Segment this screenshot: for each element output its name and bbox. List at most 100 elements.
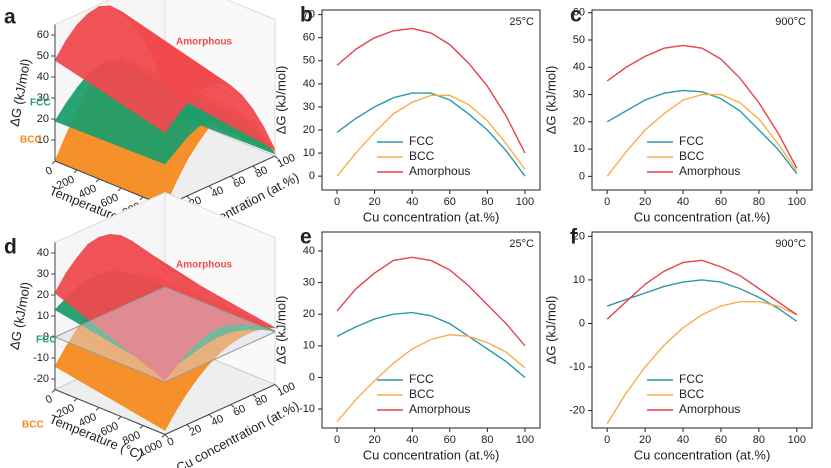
- y-tick-label: 10: [573, 143, 585, 155]
- x-tick-label: 20: [368, 434, 380, 446]
- y-tick-label: -20: [569, 404, 585, 416]
- y-tick-label: 50: [303, 55, 315, 67]
- series-line: [336, 334, 526, 423]
- surface-patch: [54, 40, 177, 133]
- y-tick-label: 30: [303, 101, 315, 113]
- series-line: [336, 311, 526, 378]
- y-tick: [274, 155, 279, 160]
- y-tick-label: 40: [209, 184, 225, 200]
- x-tick-label: 0: [334, 434, 340, 446]
- panel-label: d: [4, 236, 17, 259]
- legend-label: BCC: [409, 387, 435, 401]
- x-tick-label: 0: [44, 393, 55, 406]
- y-axis: [164, 155, 276, 207]
- y-tick-label: 10: [573, 274, 585, 286]
- y-tick: [186, 424, 191, 428]
- x-tick-label: 60: [444, 196, 456, 208]
- legend-label: FCC: [679, 134, 704, 148]
- x-tick-label: 0: [334, 196, 340, 208]
- x-tick-label: 20: [639, 434, 651, 446]
- x-tick: [161, 434, 166, 438]
- x-tick: [95, 407, 100, 411]
- y-tick-label: 60: [231, 403, 247, 419]
- y-tick-label: 0: [309, 170, 315, 182]
- y-tick-label: 30: [303, 276, 315, 288]
- series-line: [606, 89, 798, 175]
- surface-label: Amorphous: [176, 260, 233, 271]
- panel-label: b: [300, 4, 313, 27]
- z-tick-label: -10: [33, 352, 49, 364]
- y-axis-label: ΔG (kJ/mol): [543, 296, 558, 365]
- surface-patch: [54, 272, 177, 381]
- annotation: 900°C: [775, 16, 806, 28]
- x-tick: [51, 160, 56, 165]
- x-tick: [117, 416, 122, 420]
- z-tick-label: 20: [37, 289, 49, 301]
- legend-label: Amorphous: [679, 402, 740, 416]
- x-tick: [73, 398, 78, 402]
- y-tick-label: 60: [573, 7, 585, 19]
- y-tick-label: 100: [275, 380, 297, 399]
- y-tick-label: 40: [303, 78, 315, 90]
- y-tick-label: 40: [209, 413, 225, 429]
- plot-frame: [591, 9, 813, 191]
- x-tick: [73, 169, 78, 174]
- y-axis-label: ΔG (kJ/mol): [273, 66, 288, 135]
- series-line: [606, 93, 798, 177]
- series-line: [336, 27, 526, 154]
- y-axis: [164, 384, 276, 435]
- z-axis-label: ΔG (kJ/mol): [7, 57, 34, 127]
- x-tick-label: 40: [677, 434, 689, 446]
- legend-label: FCC: [679, 372, 704, 386]
- y-tick-label: 10: [303, 147, 315, 159]
- panel-label: e: [300, 226, 312, 249]
- x-tick-label: 20: [368, 196, 380, 208]
- x-axis: [54, 160, 166, 207]
- y-tick: [252, 394, 257, 398]
- surface-patch: [54, 346, 177, 431]
- y-axis-label: ΔG (kJ/mol): [273, 296, 288, 365]
- z-tick-label: 10: [37, 134, 49, 146]
- y-tick-label: -10: [569, 361, 585, 373]
- x-axis-label: Cu concentration (at.%): [634, 447, 771, 462]
- x-tick-label: 0: [44, 164, 55, 177]
- z-axis-label: ΔG (kJ/mol): [7, 281, 34, 351]
- x-tick-label: 20: [639, 196, 651, 208]
- series-line: [336, 92, 526, 177]
- legend-label: BCC: [409, 149, 435, 163]
- series-line: [336, 94, 526, 177]
- x-tick-label: 40: [406, 434, 418, 446]
- legend-label: FCC: [409, 134, 434, 148]
- series-line: [336, 256, 526, 347]
- panel-label: f: [570, 226, 578, 249]
- y-tick-label: 30: [573, 88, 585, 100]
- x-tick: [139, 196, 144, 201]
- x-tick-label: 60: [715, 434, 727, 446]
- y-tick-label: 60: [303, 32, 315, 44]
- x-tick-label: 40: [677, 196, 689, 208]
- surface-patch: [54, 103, 177, 165]
- x-tick: [139, 425, 144, 429]
- y-axis-label: ΔG (kJ/mol): [543, 66, 558, 135]
- surface-label: FCC: [36, 335, 57, 346]
- y-tick-label: 70: [303, 9, 315, 21]
- x-tick-label: 100: [788, 196, 806, 208]
- y-tick: [186, 195, 191, 200]
- y-tick: [274, 384, 279, 388]
- y-tick-label: 50: [573, 34, 585, 46]
- y-tick-label: 10: [303, 340, 315, 352]
- surface-label: FCC: [30, 98, 51, 109]
- annotation: 25°C: [509, 16, 534, 28]
- x-tick-label: 0: [604, 196, 610, 208]
- surface-label: BCC: [20, 135, 42, 146]
- y-tick-label: 100: [275, 152, 297, 171]
- plot-frame: [321, 9, 541, 191]
- x-tick-label: 0: [604, 434, 610, 446]
- z-tick-label: 10: [37, 310, 49, 322]
- z-tick-label: 60: [37, 29, 49, 41]
- y-tick-label: 20: [187, 423, 203, 439]
- x-tick: [117, 187, 122, 192]
- y-tick: [252, 165, 257, 170]
